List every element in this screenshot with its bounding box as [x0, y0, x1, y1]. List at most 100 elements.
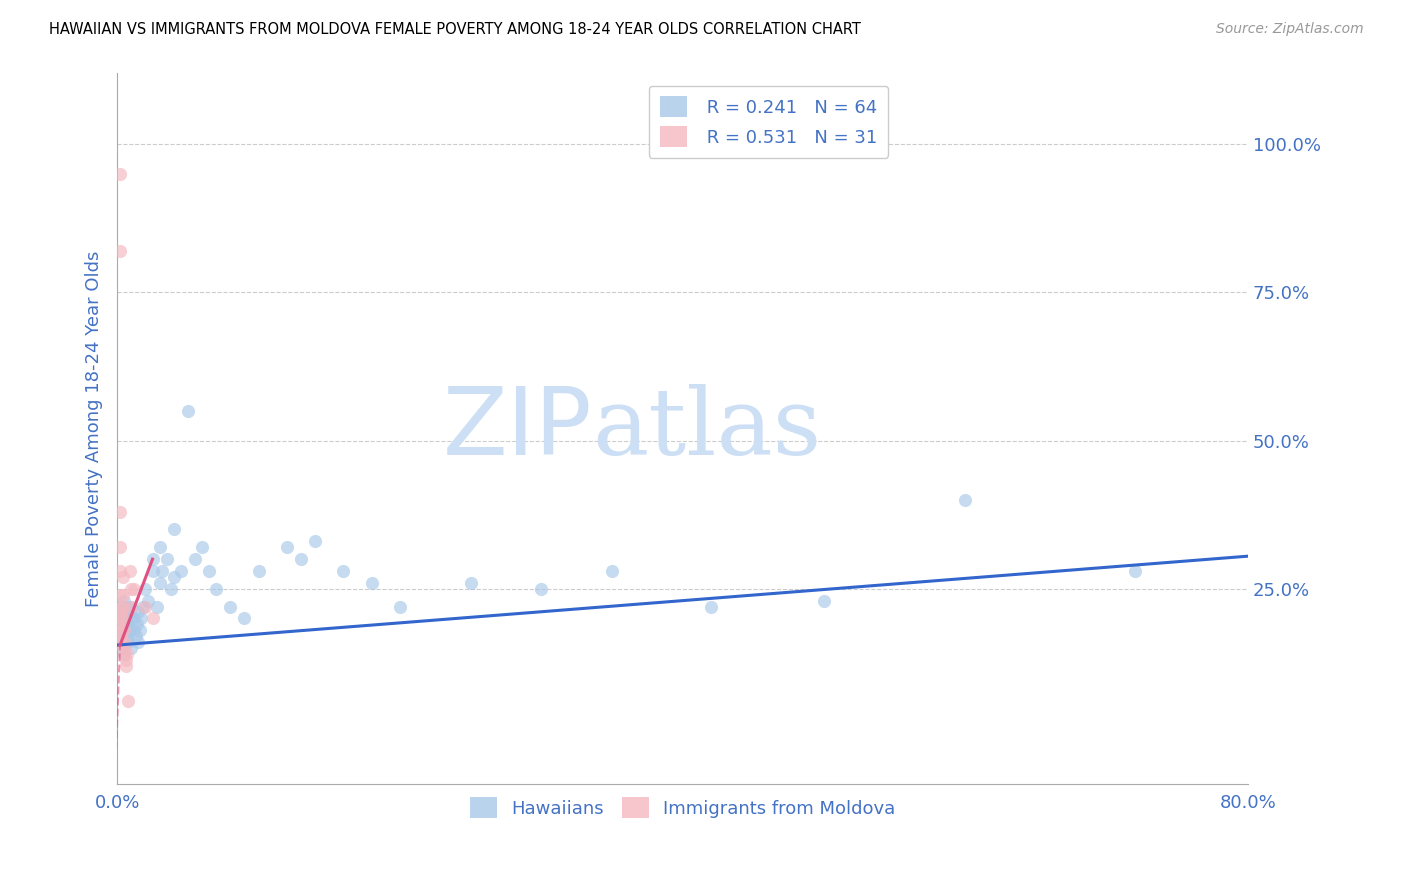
- Point: [111, 599, 134, 614]
- Point: [247, 564, 270, 578]
- Point: [152, 564, 174, 578]
- Point: [122, 582, 145, 596]
- Point: [163, 523, 186, 537]
- Point: [141, 611, 163, 625]
- Point: [112, 635, 135, 649]
- Point: [184, 552, 207, 566]
- Point: [276, 541, 298, 555]
- Text: atlas: atlas: [592, 384, 821, 474]
- Point: [145, 599, 167, 614]
- Point: [111, 629, 134, 643]
- Point: [124, 629, 146, 643]
- Point: [1123, 564, 1146, 578]
- Point: [114, 653, 136, 667]
- Point: [219, 599, 242, 614]
- Point: [122, 624, 145, 638]
- Point: [191, 541, 214, 555]
- Point: [110, 629, 132, 643]
- Point: [205, 582, 228, 596]
- Point: [233, 611, 256, 625]
- Point: [110, 599, 132, 614]
- Point: [117, 694, 139, 708]
- Point: [118, 624, 141, 638]
- Point: [108, 588, 131, 602]
- Point: [110, 606, 132, 620]
- Point: [110, 611, 132, 625]
- Point: [110, 624, 132, 638]
- Text: ZIP: ZIP: [443, 383, 592, 475]
- Point: [332, 564, 354, 578]
- Point: [110, 617, 132, 632]
- Point: [304, 534, 326, 549]
- Point: [600, 564, 623, 578]
- Point: [120, 582, 142, 596]
- Point: [111, 588, 134, 602]
- Point: [170, 564, 193, 578]
- Point: [111, 611, 134, 625]
- Point: [127, 635, 149, 649]
- Point: [120, 599, 142, 614]
- Point: [110, 635, 132, 649]
- Point: [108, 244, 131, 258]
- Point: [953, 492, 976, 507]
- Point: [115, 647, 138, 661]
- Text: Source: ZipAtlas.com: Source: ZipAtlas.com: [1216, 22, 1364, 37]
- Point: [290, 552, 312, 566]
- Point: [112, 617, 135, 632]
- Point: [134, 582, 156, 596]
- Point: [112, 647, 135, 661]
- Point: [108, 167, 131, 181]
- Point: [134, 599, 156, 614]
- Point: [141, 552, 163, 566]
- Point: [115, 599, 138, 614]
- Point: [120, 599, 142, 614]
- Point: [112, 641, 135, 656]
- Point: [118, 606, 141, 620]
- Point: [110, 599, 132, 614]
- Point: [117, 617, 139, 632]
- Point: [111, 606, 134, 620]
- Y-axis label: Female Poverty Among 18-24 Year Olds: Female Poverty Among 18-24 Year Olds: [86, 251, 103, 607]
- Legend: Hawaiians, Immigrants from Moldova: Hawaiians, Immigrants from Moldova: [463, 790, 903, 825]
- Point: [108, 564, 131, 578]
- Point: [120, 641, 142, 656]
- Point: [360, 575, 382, 590]
- Point: [177, 404, 200, 418]
- Point: [131, 599, 153, 614]
- Point: [700, 599, 723, 614]
- Point: [115, 629, 138, 643]
- Point: [460, 575, 482, 590]
- Point: [120, 611, 142, 625]
- Point: [141, 564, 163, 578]
- Point: [149, 575, 172, 590]
- Point: [198, 564, 221, 578]
- Point: [128, 624, 150, 638]
- Point: [108, 541, 131, 555]
- Point: [111, 570, 134, 584]
- Point: [118, 564, 141, 578]
- Point: [136, 593, 159, 607]
- Point: [112, 647, 135, 661]
- Point: [114, 611, 136, 625]
- Point: [122, 611, 145, 625]
- Point: [813, 593, 835, 607]
- Point: [125, 617, 148, 632]
- Point: [110, 611, 132, 625]
- Text: HAWAIIAN VS IMMIGRANTS FROM MOLDOVA FEMALE POVERTY AMONG 18-24 YEAR OLDS CORRELA: HAWAIIAN VS IMMIGRANTS FROM MOLDOVA FEMA…: [49, 22, 860, 37]
- Point: [530, 582, 553, 596]
- Point: [110, 624, 132, 638]
- Point: [163, 570, 186, 584]
- Point: [112, 635, 135, 649]
- Point: [149, 541, 172, 555]
- Point: [156, 552, 179, 566]
- Point: [114, 658, 136, 673]
- Point: [112, 593, 135, 607]
- Point: [127, 606, 149, 620]
- Point: [112, 624, 135, 638]
- Point: [108, 505, 131, 519]
- Point: [117, 635, 139, 649]
- Point: [388, 599, 411, 614]
- Point: [160, 582, 183, 596]
- Point: [111, 641, 134, 656]
- Point: [129, 611, 152, 625]
